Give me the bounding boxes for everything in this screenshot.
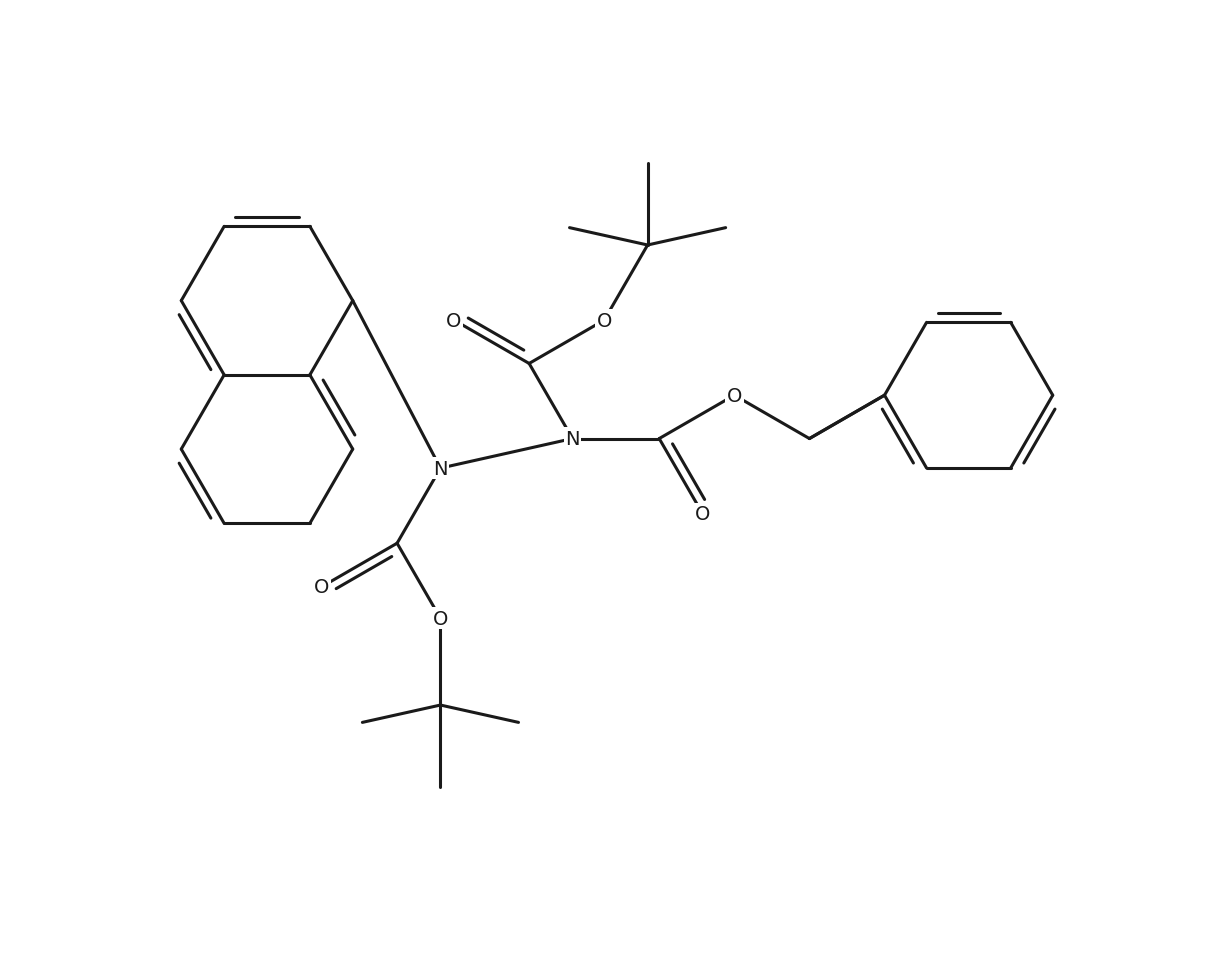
Text: O: O (314, 578, 330, 597)
Text: O: O (727, 386, 742, 405)
Text: O: O (446, 312, 462, 331)
Text: O: O (596, 312, 612, 331)
Text: O: O (694, 505, 710, 523)
Text: N: N (433, 459, 447, 478)
Text: N: N (565, 430, 579, 449)
Text: O: O (433, 609, 448, 628)
